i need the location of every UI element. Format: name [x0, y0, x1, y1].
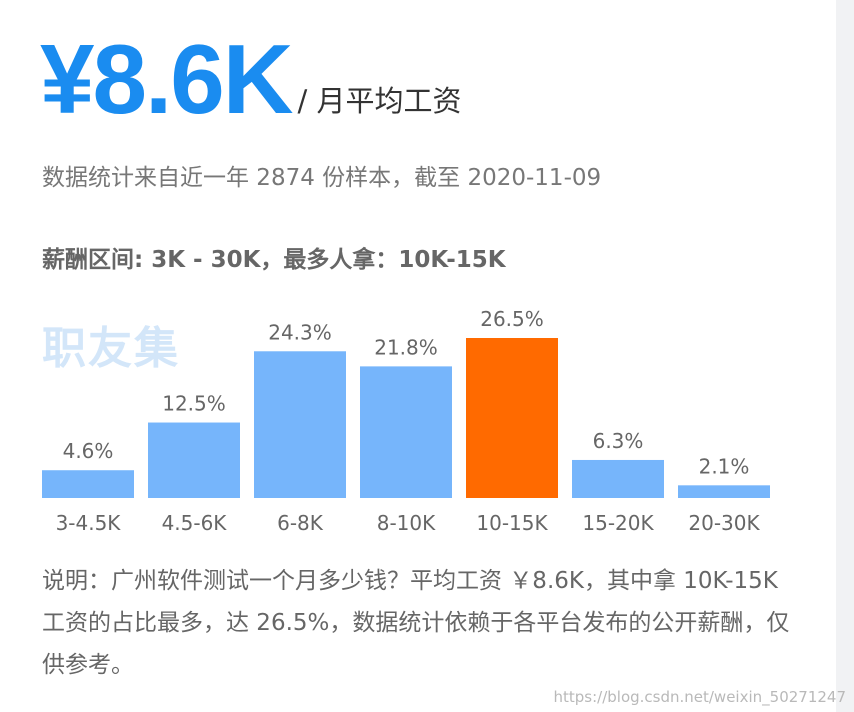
- category-label: 10-15K: [476, 511, 548, 535]
- salary-range: 薪酬区间: 3K - 30K，最多人拿：10K-15K: [42, 247, 506, 273]
- bar-20-30K: [678, 485, 770, 498]
- bar-4.5-6K: [148, 422, 240, 498]
- headline: ¥8.6K / 月平均工资: [40, 30, 462, 128]
- source-watermark: https://blog.csdn.net/weixin_50271247: [553, 688, 846, 706]
- bar-6-8K: [254, 351, 346, 498]
- page-edge: [836, 0, 854, 712]
- explanation-note: 说明：广州软件测试一个月多少钱？平均工资 ￥8.6K，其中拿 10K-15K 工…: [42, 568, 790, 678]
- bar-value-label: 21.8%: [374, 335, 438, 359]
- category-label: 15-20K: [582, 511, 654, 535]
- category-label: 8-10K: [377, 511, 436, 535]
- bar-value-label: 2.1%: [699, 454, 750, 478]
- category-label: 4.5-6K: [162, 511, 228, 535]
- average-salary-unit: / 月平均工资: [297, 84, 462, 118]
- category-label: 3-4.5K: [56, 511, 122, 535]
- bar-value-label: 12.5%: [162, 392, 226, 416]
- salary-distribution-chart: 4.6% 3-4.5K 12.5% 4.5-6K 24.3% 6-8K 21.8% 8-10K…: [42, 307, 770, 535]
- bar-8-10K: [360, 366, 452, 498]
- bar-10-15K: [466, 338, 558, 498]
- bar-value-label: 26.5%: [480, 307, 544, 331]
- bar-value-label: 4.6%: [63, 439, 114, 463]
- bar-value-label: 6.3%: [593, 429, 644, 453]
- sample-info: 数据统计来自近一年 2874 份样本，截至 2020-11-09: [42, 165, 602, 191]
- average-salary-value: ¥8.6K: [40, 24, 294, 134]
- zhiyouji-logo: 职友集: [42, 323, 180, 374]
- category-label: 6-8K: [277, 511, 324, 535]
- bar-15-20K: [572, 459, 664, 498]
- category-label: 20-30K: [688, 511, 760, 535]
- bar-3-4.5K: [42, 470, 134, 498]
- bar-value-label: 24.3%: [268, 320, 332, 344]
